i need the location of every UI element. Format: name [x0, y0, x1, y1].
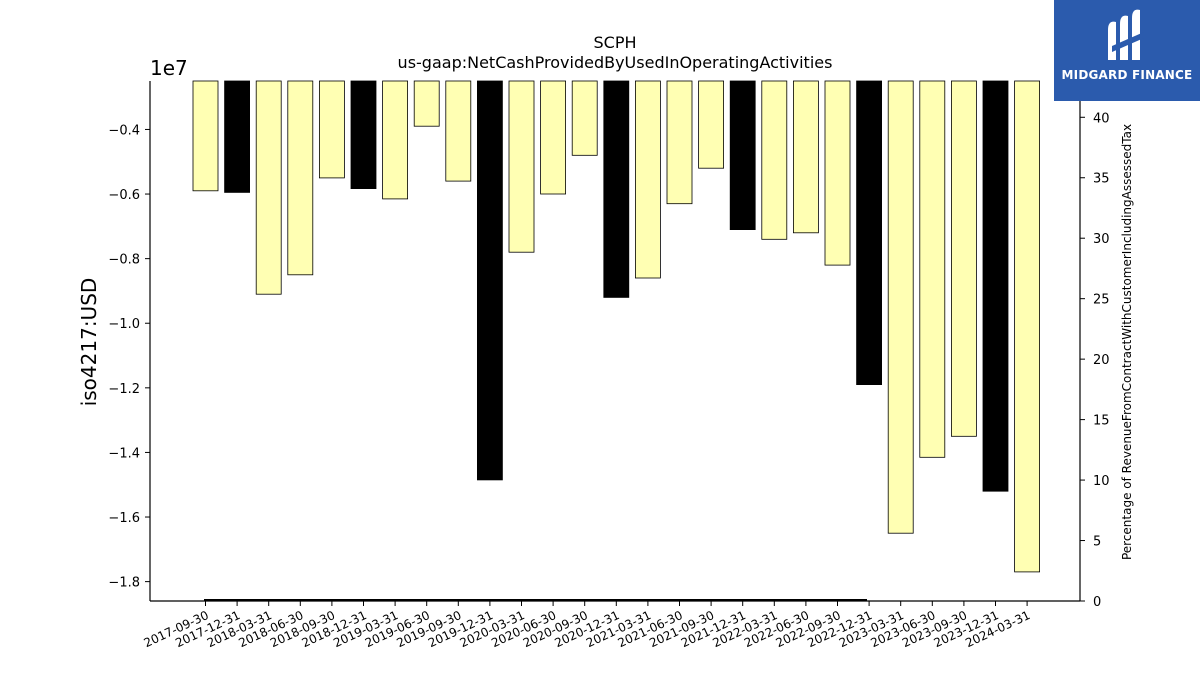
y2-tick-label: 0	[1093, 595, 1101, 610]
logo-text: MIDGARD FINANCE	[1061, 68, 1193, 82]
bar-2022-03-31	[761, 80, 788, 240]
y2-tick-label: 40	[1093, 111, 1110, 126]
bar-2019-12-31	[476, 80, 503, 481]
y-offset-label: 1e7	[150, 56, 188, 80]
bar-2022-06-30	[793, 80, 819, 234]
bar-2023-06-30	[919, 80, 946, 458]
bar-2022-09-30	[824, 80, 851, 266]
bar-2017-12-31	[224, 80, 251, 193]
bar-2019-09-30	[445, 80, 472, 182]
y-tick-label: −1.0	[108, 317, 140, 332]
y2-axis-label: Percentage of RevenueFromContractWithCus…	[1120, 124, 1134, 560]
bars-group	[192, 80, 1040, 573]
bar-2023-09-30	[951, 80, 977, 437]
midgard-finance-logo: MIDGARD FINANCE	[1054, 0, 1200, 101]
bar-2024-03-31	[1014, 80, 1040, 573]
bar-2020-12-31	[603, 80, 630, 298]
bar-2022-12-31	[856, 80, 882, 386]
y2-ticks-group: 0 5 10 15 20 25 30 35 40	[1080, 111, 1110, 610]
y2-tick-label: 20	[1093, 353, 1110, 368]
y-tick-label: −1.6	[108, 511, 140, 526]
y-ticks-group: −0.4 −0.6 −0.8 −1.0 −1.2 −1.4 −1.6 −1.8	[108, 123, 150, 591]
y-axis-label: iso4217:USD	[77, 278, 101, 407]
y-tick-label: −0.8	[108, 253, 140, 268]
bar-2018-12-31	[350, 80, 377, 189]
bar-2020-03-31	[508, 80, 535, 253]
y-tick-label: −0.6	[108, 188, 140, 203]
y-tick-label: −0.4	[108, 123, 140, 138]
bar-2023-03-31	[887, 80, 914, 534]
y-tick-label: −1.4	[108, 446, 140, 461]
chart-title: SCPH	[593, 33, 636, 52]
y2-tick-label: 10	[1093, 474, 1110, 489]
logo-mark-icon	[1108, 9, 1144, 60]
bar-2019-03-31	[382, 80, 409, 200]
bar-2020-09-30	[571, 80, 598, 156]
y2-tick-label: 25	[1093, 293, 1110, 308]
bar-2020-06-30	[540, 80, 566, 195]
bar-2023-12-31	[982, 80, 1009, 492]
y2-tick-label: 15	[1093, 414, 1110, 429]
bar-2021-03-31	[635, 80, 661, 279]
bar-2018-06-30	[287, 80, 314, 276]
bar-2017-09-30	[192, 80, 219, 192]
chart-subtitle: us-gaap:NetCashProvidedByUsedInOperating…	[398, 53, 833, 72]
x-ticks-group: 2017-09-302017-12-312018-03-312018-06-30…	[142, 601, 1032, 650]
y-tick-label: −1.2	[108, 382, 140, 397]
bar-2018-09-30	[318, 80, 345, 179]
bar-2021-12-31	[729, 80, 756, 231]
y-tick-label: −1.8	[108, 576, 140, 591]
bar-2021-06-30	[666, 80, 693, 205]
bar-2018-03-31	[255, 80, 282, 295]
y2-tick-label: 30	[1093, 232, 1110, 247]
bar-2019-06-30	[413, 80, 440, 127]
y2-tick-label: 5	[1093, 535, 1101, 550]
y2-tick-label: 35	[1093, 172, 1110, 187]
bar-2021-09-30	[698, 80, 724, 169]
